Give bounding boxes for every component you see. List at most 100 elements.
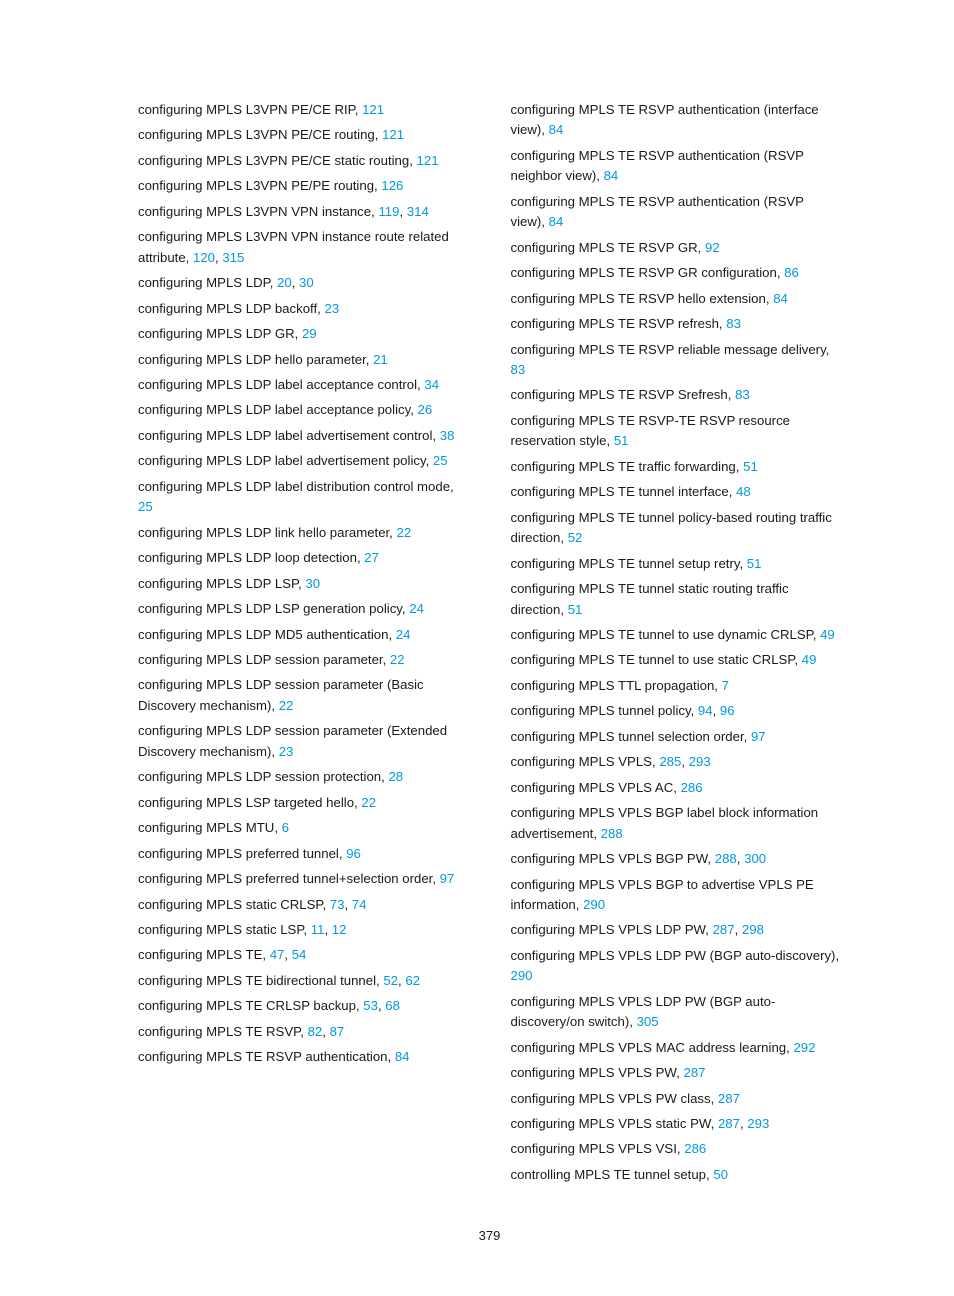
index-entry-text: configuring MPLS static CRLSP, <box>138 897 330 912</box>
page-ref-link[interactable]: 87 <box>330 1024 345 1039</box>
page-ref-link[interactable]: 49 <box>820 627 835 642</box>
index-entry: controlling MPLS TE tunnel setup, 50 <box>511 1165 842 1185</box>
page-ref-link[interactable]: 84 <box>549 214 564 229</box>
page-ref-link[interactable]: 25 <box>433 453 448 468</box>
index-entry-text: configuring MPLS LDP MD5 authentication, <box>138 627 396 642</box>
page-ref-link[interactable]: 121 <box>362 102 384 117</box>
page-ref-link[interactable]: 68 <box>385 998 400 1013</box>
page-ref-link[interactable]: 97 <box>440 871 455 886</box>
page-ref-link[interactable]: 119 <box>378 204 399 219</box>
page-ref-link[interactable]: 52 <box>568 530 583 545</box>
page-ref-link[interactable]: 287 <box>683 1065 705 1080</box>
page-ref-link[interactable]: 292 <box>793 1040 815 1055</box>
page-ref-link[interactable]: 28 <box>388 769 403 784</box>
page-ref-link[interactable]: 293 <box>689 754 711 769</box>
index-entry: configuring MPLS L3VPN VPN instance, 119… <box>138 202 469 222</box>
page-ref-link[interactable]: 20 <box>277 275 292 290</box>
page-ref-link[interactable]: 21 <box>373 352 388 367</box>
page-ref-link[interactable]: 290 <box>511 968 533 983</box>
page-ref-link[interactable]: 48 <box>736 484 751 499</box>
page-ref-link[interactable]: 287 <box>713 922 735 937</box>
index-entry: configuring MPLS LDP session parameter (… <box>138 675 469 716</box>
page-ref-link[interactable]: 23 <box>324 301 339 316</box>
page-ref-link[interactable]: 62 <box>405 973 420 988</box>
page-ref-link[interactable]: 22 <box>361 795 376 810</box>
page-ref-link[interactable]: 51 <box>743 459 758 474</box>
page-ref-link[interactable]: 50 <box>713 1167 728 1182</box>
page-ref-link[interactable]: 314 <box>407 204 429 219</box>
page-ref-link[interactable]: 285 <box>659 754 681 769</box>
page-ref-link[interactable]: 315 <box>222 250 244 265</box>
index-entry: configuring MPLS VPLS LDP PW, 287, 298 <box>511 920 842 940</box>
page-ref-link[interactable]: 287 <box>718 1116 740 1131</box>
index-entry: configuring MPLS TE CRLSP backup, 53, 68 <box>138 996 469 1016</box>
index-entry-text: configuring MPLS LDP, <box>138 275 277 290</box>
page-ref-link[interactable]: 22 <box>397 525 412 540</box>
page-ref-link[interactable]: 47 <box>270 947 285 962</box>
page-ref-link[interactable]: 287 <box>718 1091 740 1106</box>
page-ref-link[interactable]: 22 <box>279 698 294 713</box>
page-ref-link[interactable]: 74 <box>352 897 367 912</box>
page-ref-link[interactable]: 52 <box>383 973 398 988</box>
page-ref-link[interactable]: 6 <box>282 820 289 835</box>
page-ref-link[interactable]: 53 <box>363 998 378 1013</box>
index-entry-text: configuring MPLS L3VPN PE/CE routing, <box>138 127 382 142</box>
page-ref-link[interactable]: 24 <box>396 627 411 642</box>
index-entry-text: configuring MPLS TE traffic forwarding, <box>511 459 744 474</box>
page-ref-link[interactable]: 51 <box>614 433 629 448</box>
page-ref-link[interactable]: 7 <box>722 678 729 693</box>
page-ref-link[interactable]: 86 <box>784 265 799 280</box>
ref-separator: , <box>713 703 720 718</box>
index-entry: configuring MPLS tunnel selection order,… <box>511 727 842 747</box>
page-ref-link[interactable]: 23 <box>279 744 294 759</box>
page-ref-link[interactable]: 11 <box>311 922 325 937</box>
page-ref-link[interactable]: 27 <box>364 550 379 565</box>
page-ref-link[interactable]: 83 <box>511 362 526 377</box>
page-ref-link[interactable]: 25 <box>138 499 153 514</box>
page-ref-link[interactable]: 121 <box>382 127 404 142</box>
page-ref-link[interactable]: 96 <box>720 703 735 718</box>
page-ref-link[interactable]: 12 <box>332 922 347 937</box>
page-ref-link[interactable]: 34 <box>424 377 439 392</box>
page-ref-link[interactable]: 22 <box>390 652 405 667</box>
page-ref-link[interactable]: 29 <box>302 326 317 341</box>
page-ref-link[interactable]: 96 <box>346 846 361 861</box>
page-ref-link[interactable]: 54 <box>292 947 307 962</box>
index-entry: configuring MPLS TE RSVP GR, 92 <box>511 238 842 258</box>
page-ref-link[interactable]: 24 <box>409 601 424 616</box>
index-entry-text: configuring MPLS tunnel selection order, <box>511 729 751 744</box>
right-column: configuring MPLS TE RSVP authentication … <box>511 100 842 1190</box>
page-ref-link[interactable]: 82 <box>308 1024 323 1039</box>
page-ref-link[interactable]: 120 <box>193 250 215 265</box>
page-ref-link[interactable]: 293 <box>747 1116 769 1131</box>
page-ref-link[interactable]: 300 <box>744 851 766 866</box>
page-ref-link[interactable]: 286 <box>684 1141 706 1156</box>
page-ref-link[interactable]: 26 <box>418 402 433 417</box>
page-ref-link[interactable]: 51 <box>568 602 583 617</box>
page-ref-link[interactable]: 92 <box>705 240 720 255</box>
page-ref-link[interactable]: 288 <box>601 826 623 841</box>
page-ref-link[interactable]: 38 <box>440 428 455 443</box>
page-ref-link[interactable]: 305 <box>637 1014 659 1029</box>
page-ref-link[interactable]: 83 <box>735 387 750 402</box>
index-entry: configuring MPLS L3VPN PE/CE RIP, 121 <box>138 100 469 120</box>
page-ref-link[interactable]: 30 <box>305 576 320 591</box>
page-ref-link[interactable]: 84 <box>549 122 564 137</box>
page-ref-link[interactable]: 126 <box>381 178 403 193</box>
page-ref-link[interactable]: 121 <box>417 153 439 168</box>
page-ref-link[interactable]: 298 <box>742 922 764 937</box>
page-ref-link[interactable]: 286 <box>681 780 703 795</box>
left-column: configuring MPLS L3VPN PE/CE RIP, 121 con… <box>138 100 469 1190</box>
page-ref-link[interactable]: 84 <box>773 291 788 306</box>
page-ref-link[interactable]: 84 <box>604 168 619 183</box>
page-ref-link[interactable]: 73 <box>330 897 345 912</box>
page-ref-link[interactable]: 290 <box>583 897 605 912</box>
page-ref-link[interactable]: 84 <box>395 1049 410 1064</box>
page-ref-link[interactable]: 51 <box>747 556 762 571</box>
page-ref-link[interactable]: 97 <box>751 729 766 744</box>
page-ref-link[interactable]: 49 <box>802 652 817 667</box>
page-ref-link[interactable]: 30 <box>299 275 314 290</box>
page-ref-link[interactable]: 288 <box>715 851 737 866</box>
page-ref-link[interactable]: 83 <box>726 316 741 331</box>
page-ref-link[interactable]: 94 <box>698 703 713 718</box>
